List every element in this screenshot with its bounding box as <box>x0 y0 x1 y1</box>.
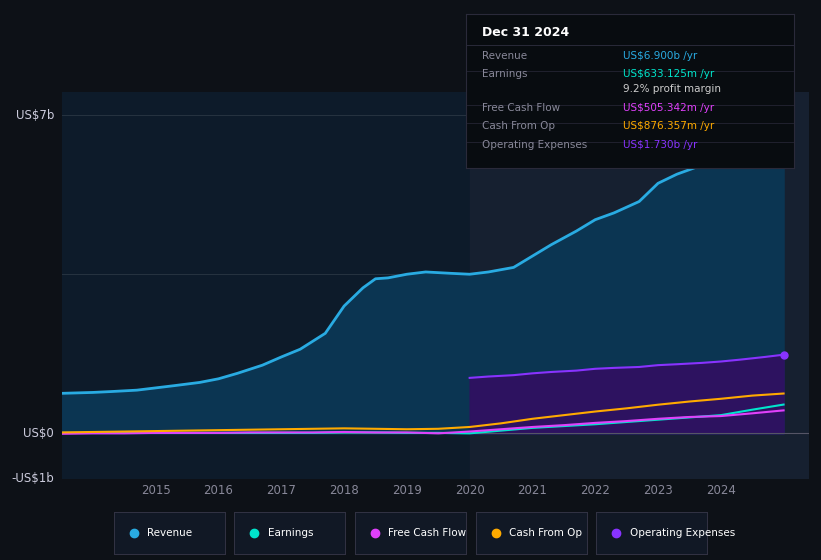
Text: Revenue: Revenue <box>147 529 192 538</box>
Text: Dec 31 2024: Dec 31 2024 <box>482 26 569 39</box>
Text: Earnings: Earnings <box>482 69 527 79</box>
Text: US$6.900b /yr: US$6.900b /yr <box>623 50 697 60</box>
Text: 9.2% profit margin: 9.2% profit margin <box>623 85 721 95</box>
Text: US$0: US$0 <box>23 427 54 440</box>
Text: Earnings: Earnings <box>268 529 313 538</box>
Bar <box>470 92 809 479</box>
Text: -US$1b: -US$1b <box>11 472 54 486</box>
Text: US$876.357m /yr: US$876.357m /yr <box>623 122 714 132</box>
Text: Free Cash Flow: Free Cash Flow <box>388 529 466 538</box>
Text: Cash From Op: Cash From Op <box>482 122 555 132</box>
Text: Operating Expenses: Operating Expenses <box>482 140 587 150</box>
Text: US$505.342m /yr: US$505.342m /yr <box>623 103 714 113</box>
Text: US$633.125m /yr: US$633.125m /yr <box>623 69 714 79</box>
Text: Revenue: Revenue <box>482 50 527 60</box>
Text: Free Cash Flow: Free Cash Flow <box>482 103 560 113</box>
Text: US$1.730b /yr: US$1.730b /yr <box>623 140 698 150</box>
Text: US$7b: US$7b <box>16 109 54 122</box>
Text: Operating Expenses: Operating Expenses <box>630 529 735 538</box>
Text: Cash From Op: Cash From Op <box>509 529 582 538</box>
